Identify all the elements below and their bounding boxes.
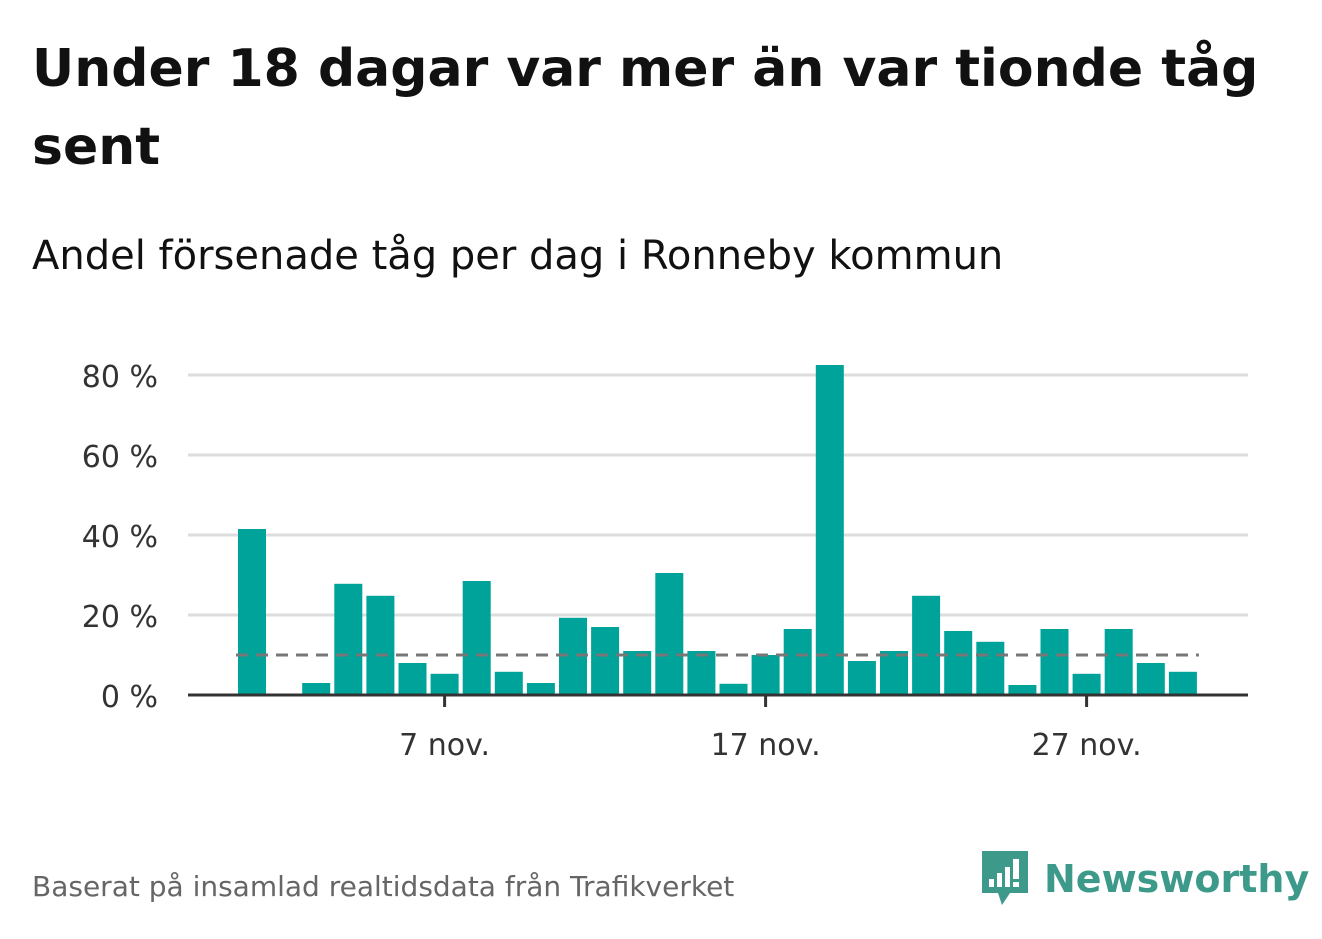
- bar: [1072, 673, 1101, 695]
- bar: [238, 529, 266, 695]
- bar: [655, 573, 684, 695]
- bar: [751, 655, 780, 695]
- newsworthy-logo-icon: [982, 851, 1028, 905]
- bar: [398, 663, 427, 695]
- y-tick-label: 20 %: [82, 600, 158, 635]
- bar: [976, 641, 1005, 695]
- bar: [494, 671, 523, 695]
- bar: [591, 627, 620, 695]
- y-tick-labels: 0 % 20 % 40 % 60 % 80 %: [82, 360, 158, 715]
- chart-title: Under 18 dagar var mer än var tionde tåg…: [32, 39, 1259, 177]
- bar: [719, 683, 748, 695]
- bar: [430, 673, 459, 695]
- x-tick-label: 27 nov.: [1032, 728, 1142, 763]
- y-tick-label: 0 %: [101, 680, 158, 715]
- brand-logo: Newsworthy: [980, 848, 1309, 910]
- x-tick-label: 17 nov.: [711, 728, 821, 763]
- x-axis: 7 nov. 17 nov. 27 nov.: [188, 693, 1248, 763]
- grid-lines: [188, 373, 1248, 617]
- bar: [944, 631, 973, 695]
- bar: [302, 683, 331, 695]
- source-note: Baserat på insamlad realtidsdata från Tr…: [32, 870, 735, 903]
- y-tick-label: 60 %: [82, 440, 158, 475]
- bar-chart: 0 % 20 % 40 % 60 % 80 % 7 nov. 17 nov. 27 nov.: [82, 360, 1248, 763]
- y-tick-label: 40 %: [82, 520, 158, 555]
- bar: [687, 651, 716, 695]
- bar: [526, 683, 555, 695]
- brand-name: Newsworthy: [1044, 857, 1310, 901]
- bar: [880, 651, 908, 695]
- bar: [847, 661, 876, 695]
- bar: [462, 581, 491, 695]
- bar: [334, 583, 363, 695]
- y-tick-label: 80 %: [82, 360, 158, 395]
- bar: [815, 365, 844, 695]
- bar: [1040, 629, 1069, 695]
- chart-subtitle: Andel försenade tåg per dag i Ronneby ko…: [32, 233, 1004, 279]
- bar: [1136, 663, 1165, 695]
- bar: [783, 629, 812, 695]
- bars: [238, 365, 1197, 695]
- bar: [366, 595, 395, 695]
- bar: [623, 651, 652, 695]
- bar: [1104, 629, 1133, 695]
- bar: [1008, 685, 1037, 695]
- bar: [912, 595, 941, 695]
- x-tick-label: 7 nov.: [399, 728, 490, 763]
- bar: [1168, 671, 1197, 695]
